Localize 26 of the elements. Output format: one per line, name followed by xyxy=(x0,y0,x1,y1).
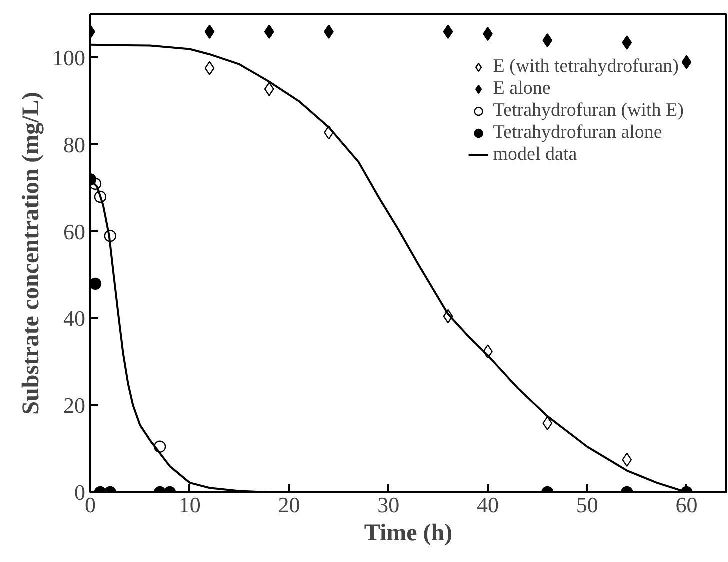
y-axis-title: Substrate concentration (mg/L) xyxy=(18,92,44,415)
y-tick-label: 40 xyxy=(64,306,86,332)
legend-label: Tetrahydrofuran (with E) xyxy=(493,100,684,122)
point xyxy=(264,24,274,39)
point xyxy=(682,55,692,70)
legend-label: model data xyxy=(493,144,578,166)
y-tick-label: 60 xyxy=(64,219,86,244)
point xyxy=(542,33,553,48)
y-tick-label: 100 xyxy=(52,45,86,70)
x-tick-label: 20 xyxy=(278,492,300,518)
point xyxy=(443,24,454,39)
x-tick-label: 10 xyxy=(178,492,201,518)
legend-label: E (with tetrahydrofuran) xyxy=(493,56,679,78)
x-axis-title: Time (h) xyxy=(364,520,453,546)
y-tick-label: 80 xyxy=(64,132,86,158)
y-tick-label: 20 xyxy=(64,393,86,418)
x-tick-label: 50 xyxy=(576,492,598,518)
point xyxy=(622,36,632,50)
legend-label: E alone xyxy=(493,78,551,100)
point xyxy=(204,24,215,39)
point xyxy=(204,61,215,76)
legend-label: Tetrahydrofuran alone xyxy=(493,122,662,144)
x-tick-label: 60 xyxy=(676,492,698,518)
x-tick-label: 40 xyxy=(477,492,499,518)
x-tick-label: 30 xyxy=(378,492,400,518)
point xyxy=(264,82,274,96)
